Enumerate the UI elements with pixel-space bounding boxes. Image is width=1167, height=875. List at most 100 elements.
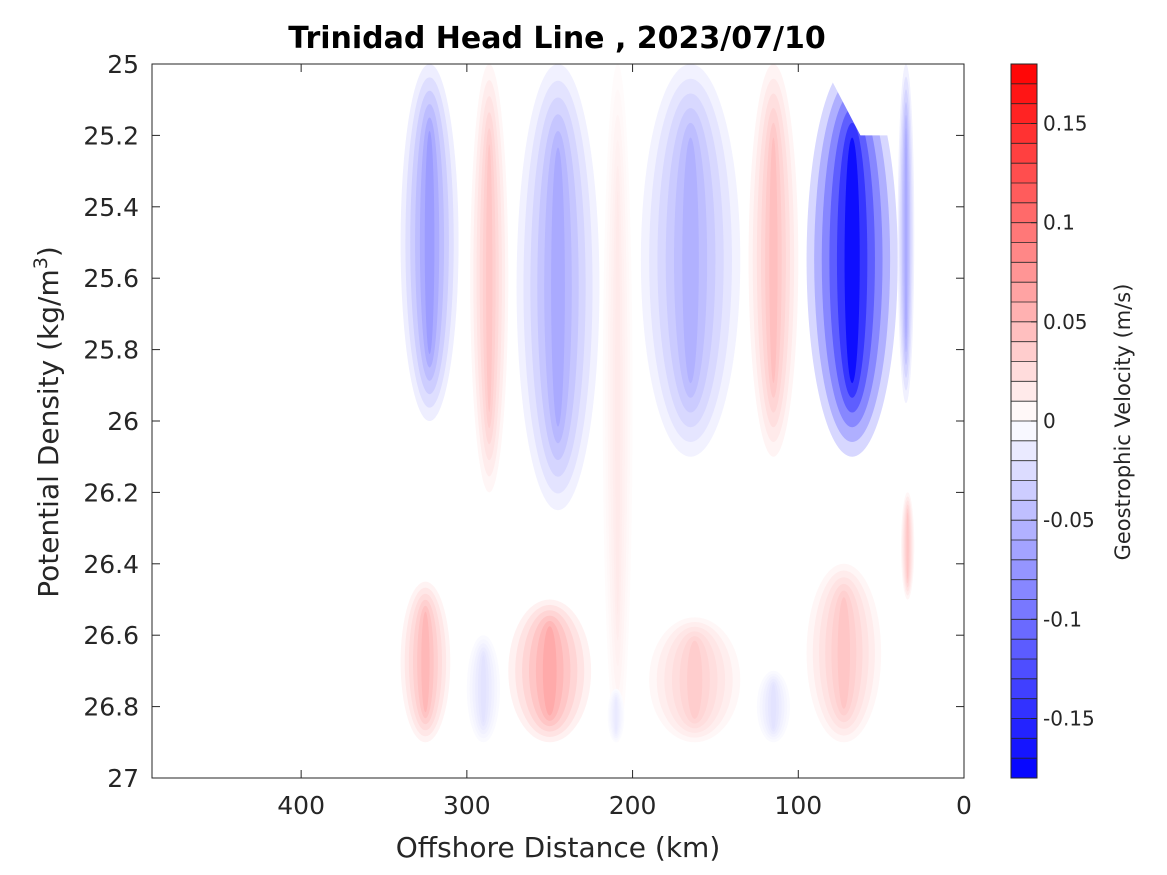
y-tick-label: 26.2 bbox=[83, 478, 139, 507]
contour-band bbox=[551, 147, 565, 427]
contour-feature-6 bbox=[806, 64, 898, 457]
colorbar-segment bbox=[1011, 282, 1037, 303]
x-axis: 400 300 200 100 0 bbox=[277, 64, 972, 820]
x-axis-title: Offshore Distance (km) bbox=[396, 831, 721, 864]
colorbar-segment bbox=[1011, 143, 1037, 164]
contour-band bbox=[424, 130, 435, 355]
colorbar-segment bbox=[1011, 103, 1037, 124]
contour-feature-10 bbox=[466, 635, 500, 743]
colorbar: 0.15 0.1 0.05 0 -0.05 -0.1 -0.15 bbox=[1010, 63, 1095, 779]
colorbar-segment bbox=[1011, 559, 1037, 580]
colorbar-tick-label: -0.1 bbox=[1043, 607, 1082, 631]
contour-feature-5 bbox=[748, 64, 799, 457]
colorbar-segment bbox=[1011, 83, 1037, 104]
contour-band bbox=[614, 698, 618, 733]
chart-title: Trinidad Head Line , 2023/07/10 bbox=[288, 21, 825, 56]
contour-band bbox=[769, 137, 778, 384]
colorbar-title: Geostrophic Velocity (m/s) bbox=[1111, 284, 1135, 561]
colorbar-tick-label: -0.05 bbox=[1043, 508, 1095, 532]
colorbar-segment bbox=[1011, 302, 1037, 323]
colorbar-segment bbox=[1011, 639, 1037, 660]
x-tick-label: 100 bbox=[774, 791, 822, 820]
y-tick-label: 25.4 bbox=[83, 193, 139, 222]
colorbar-segment bbox=[1011, 123, 1037, 144]
colorbar-segment bbox=[1011, 440, 1037, 461]
contour-feature-7 bbox=[897, 64, 915, 404]
colorbar-segment bbox=[1011, 500, 1037, 521]
colorbar-tick-label: 0 bbox=[1043, 409, 1056, 433]
y-tick-label: 26.6 bbox=[83, 621, 139, 650]
contour-feature-14 bbox=[756, 670, 791, 743]
colorbar-segment bbox=[1011, 381, 1037, 402]
contour-feature-1 bbox=[470, 64, 509, 493]
contour-feature-15 bbox=[806, 563, 882, 743]
velocity-field bbox=[400, 64, 915, 743]
y-tick-label: 25.2 bbox=[83, 121, 139, 150]
colorbar-segment bbox=[1011, 480, 1037, 501]
y-axis-title: Potential Density (kg/m3) bbox=[30, 246, 65, 598]
contour-band bbox=[906, 512, 909, 580]
y-tick-label: 27 bbox=[107, 764, 139, 793]
y-tick-label: 25 bbox=[107, 50, 139, 79]
colorbar-segment bbox=[1011, 738, 1037, 759]
colorbar-segment bbox=[1011, 678, 1037, 699]
colorbar-segment bbox=[1011, 321, 1037, 342]
colorbar-segment bbox=[1011, 619, 1037, 640]
colorbar-segment bbox=[1011, 758, 1037, 779]
y-tick-label: 25.6 bbox=[83, 264, 139, 293]
colorbar-segment bbox=[1011, 659, 1037, 680]
x-tick-label: 0 bbox=[956, 791, 972, 820]
y-axis: 25 25.2 25.4 25.6 25.8 26 26.2 26.4 26.6 26.8 27 bbox=[83, 50, 964, 793]
colorbar-segment bbox=[1011, 361, 1037, 382]
colorbar-segment bbox=[1011, 222, 1037, 243]
colorbar-segment bbox=[1011, 202, 1037, 223]
contour-band bbox=[542, 626, 557, 716]
colorbar-tick-label: 0.05 bbox=[1043, 310, 1088, 334]
colorbar-segment bbox=[1011, 401, 1037, 422]
colorbar-segment bbox=[1011, 698, 1037, 719]
contour-band bbox=[687, 640, 703, 719]
colorbar-segment bbox=[1011, 540, 1037, 561]
contour-band bbox=[844, 137, 860, 384]
plot-area bbox=[151, 63, 965, 779]
contour-feature-13 bbox=[649, 617, 741, 743]
colorbar-segment bbox=[1011, 183, 1037, 204]
y-axis-title-superscript: 3 bbox=[30, 257, 52, 269]
contour-feature-8 bbox=[901, 492, 915, 600]
contour-feature-2 bbox=[516, 64, 600, 511]
contour-band bbox=[837, 597, 851, 709]
contour-band bbox=[904, 127, 908, 340]
y-tick-label: 26.4 bbox=[83, 550, 139, 579]
x-tick-label: 200 bbox=[609, 791, 657, 820]
contour-band bbox=[615, 191, 621, 616]
colorbar-segment bbox=[1011, 718, 1037, 739]
y-tick-label: 26.8 bbox=[83, 693, 139, 722]
contour-band bbox=[682, 137, 699, 384]
y-tick-label: 26 bbox=[107, 407, 139, 436]
y-tick-label: 25.8 bbox=[83, 336, 139, 365]
colorbar-segment bbox=[1011, 520, 1037, 541]
contour-feature-12 bbox=[607, 688, 625, 743]
colorbar-segment bbox=[1011, 460, 1037, 481]
colorbar-segment bbox=[1011, 599, 1037, 620]
contour-feature-9 bbox=[400, 581, 451, 743]
contour-feature-4 bbox=[640, 64, 741, 457]
colorbar-segment bbox=[1011, 579, 1037, 600]
contour-band bbox=[480, 655, 487, 723]
contour-band bbox=[421, 611, 430, 713]
y-axis-title-suffix: ) bbox=[32, 246, 65, 257]
colorbar-tick-label: 0.15 bbox=[1043, 112, 1088, 136]
x-tick-label: 300 bbox=[443, 791, 491, 820]
x-tick-label: 400 bbox=[277, 791, 325, 820]
colorbar-segment bbox=[1011, 64, 1037, 85]
contour-feature-0 bbox=[400, 64, 459, 421]
colorbar-tick-label: 0.1 bbox=[1043, 211, 1075, 235]
contour-feature-3 bbox=[602, 64, 633, 743]
colorbar-segment bbox=[1011, 163, 1037, 184]
colorbar-segment bbox=[1011, 421, 1037, 442]
contour-band bbox=[770, 684, 777, 729]
colorbar-tick-label: -0.15 bbox=[1043, 707, 1095, 731]
colorbar-segment bbox=[1011, 242, 1037, 263]
contour-feature-11 bbox=[508, 599, 592, 743]
